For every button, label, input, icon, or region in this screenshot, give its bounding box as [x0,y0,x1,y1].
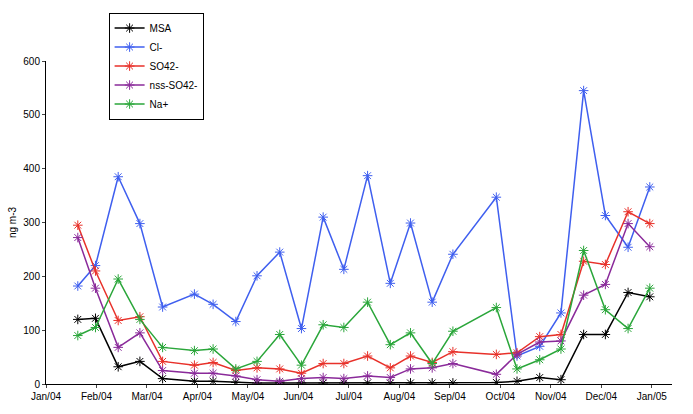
svg-text:300: 300 [23,217,40,228]
svg-text:May/04: May/04 [232,391,265,402]
svg-text:Nov/04: Nov/04 [535,391,567,402]
svg-text:Dec/04: Dec/04 [585,391,617,402]
svg-text:Na+: Na+ [150,99,169,110]
svg-text:200: 200 [23,271,40,282]
svg-text:MSA: MSA [150,23,172,34]
svg-text:Aug/04: Aug/04 [384,391,416,402]
svg-text:Jan/04: Jan/04 [31,391,61,402]
svg-text:Apr/04: Apr/04 [183,391,213,402]
svg-text:Jan/05: Jan/05 [637,391,667,402]
svg-text:100: 100 [23,325,40,336]
svg-text:Cl-: Cl- [150,42,163,53]
svg-text:500: 500 [23,109,40,120]
svg-text:400: 400 [23,163,40,174]
svg-text:Jul/04: Jul/04 [336,391,363,402]
svg-text:Sep/04: Sep/04 [434,391,466,402]
svg-text:SO42-: SO42- [150,61,179,72]
svg-text:Jun/04: Jun/04 [283,391,313,402]
svg-text:Feb/04: Feb/04 [81,391,113,402]
svg-text:Mar/04: Mar/04 [131,391,163,402]
svg-text:600: 600 [23,56,40,67]
svg-text:ng m-3: ng m-3 [7,207,18,239]
svg-text:nss-SO42-: nss-SO42- [150,80,198,91]
svg-text:Oct/04: Oct/04 [486,391,516,402]
svg-text:0: 0 [34,379,40,390]
